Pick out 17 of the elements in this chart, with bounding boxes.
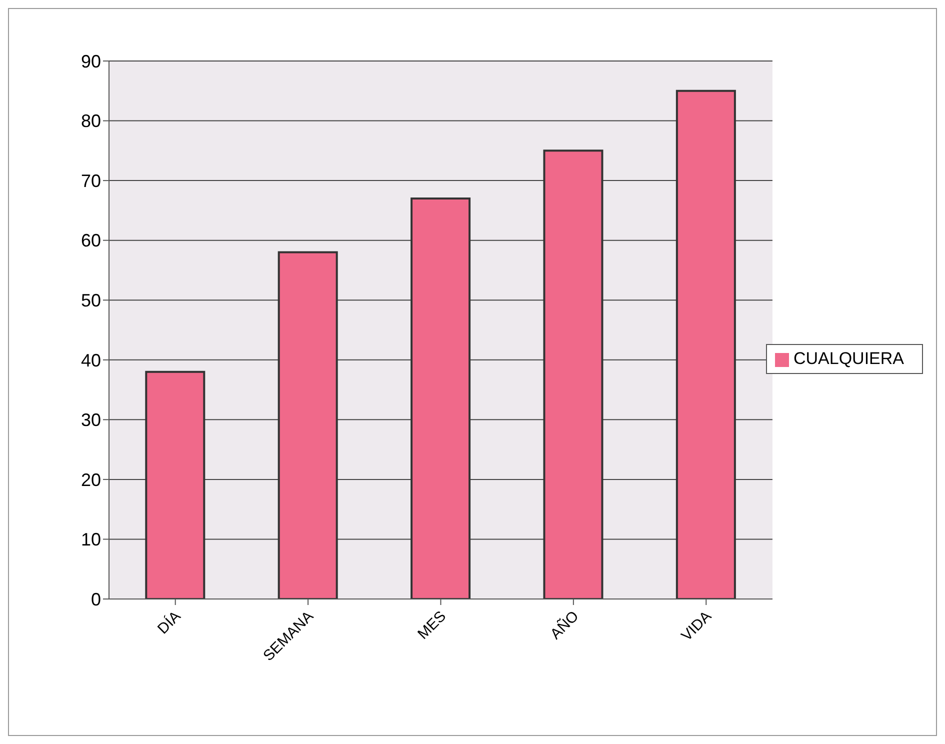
bar <box>676 90 736 599</box>
bar <box>410 197 471 599</box>
y-tick-label: 40 <box>80 350 101 370</box>
y-tick-label: 50 <box>80 290 101 310</box>
y-tick-label: 90 <box>80 51 101 72</box>
bar <box>278 251 338 599</box>
y-tick-label: 0 <box>90 589 101 610</box>
bar <box>145 370 206 599</box>
y-tick-label: 70 <box>80 170 101 191</box>
y-tick-label: 10 <box>80 530 101 550</box>
y-tick-label: 20 <box>80 470 101 490</box>
y-tick-label: 30 <box>80 410 101 430</box>
legend-label: CUALQUIERA <box>793 349 904 368</box>
bar <box>543 150 604 599</box>
x-tick-label: DÍA <box>154 607 184 638</box>
y-tick-label: 60 <box>80 230 101 251</box>
y-tick-label: 80 <box>80 111 101 132</box>
